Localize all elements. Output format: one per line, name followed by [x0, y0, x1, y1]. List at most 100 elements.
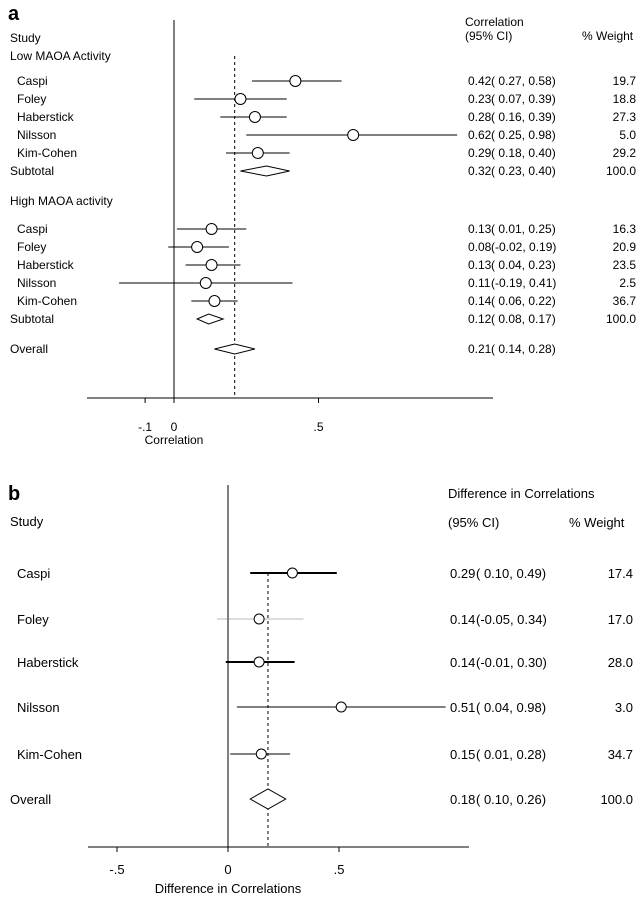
panel-a-weight-value: 100.0 [606, 312, 636, 326]
panel-a-study-label: Kim-Cohen [17, 146, 77, 160]
panel-b-study-header: Study [10, 514, 44, 529]
panel-a-estimate-value: 0.23 [468, 92, 492, 106]
panel-b-estimate-value: 0.29 [450, 566, 475, 581]
panel-a-weight-value: 18.8 [613, 92, 637, 106]
panel-a-subtotal-diamond [195, 313, 225, 325]
panel-b-ci-header: (95% CI) [448, 515, 499, 530]
panel-b-weight-value: 34.7 [608, 747, 633, 762]
panel-a-estimate-value: 0.13 [468, 222, 492, 236]
panel-a-point-marker [191, 241, 204, 253]
panel-a-study-label: Kim-Cohen [17, 294, 77, 308]
panel-a-estimate-value: 0.11 [468, 276, 491, 290]
panel-b-overall-label: Overall [10, 792, 51, 807]
panel-a-study-header: Study [10, 31, 41, 45]
panel-b-weight-value: 28.0 [608, 655, 633, 670]
panel-b-x-tick-label: -.5 [109, 862, 124, 877]
panel-b-estimate-value: 0.14 [450, 612, 475, 627]
panel-a-weight-value: 5.0 [619, 128, 636, 142]
panel-a-point-marker [234, 93, 247, 105]
panel-a-point-marker [251, 147, 264, 159]
panel-b-x-tick-label: .5 [334, 862, 345, 877]
panel-a-point-marker [248, 111, 261, 123]
panel-a-study-label: Foley [17, 240, 46, 254]
panel-b-ci-value: (-0.05, 0.34) [476, 612, 547, 627]
panel-a-point-marker [205, 259, 218, 271]
panel-b-weight-value: 100.0 [600, 792, 633, 807]
panel-b-point-marker [253, 613, 265, 625]
panel-a-ci-value: ( 0.23, 0.40) [491, 164, 556, 178]
panel-a-weight-value: 16.3 [613, 222, 637, 236]
panel-a-ci-header: (95% CI) [465, 29, 512, 43]
panel-a-study-label: Foley [17, 92, 46, 106]
panel-b-letter: b [8, 483, 20, 505]
panel-a-estimate-value: 0.21 [468, 342, 492, 356]
panel-a-point-marker [208, 295, 221, 307]
panel-a-subtotal-label: Subtotal [10, 164, 54, 178]
panel-b-point-marker [253, 656, 265, 668]
panel-a-ci-value: (-0.19, 0.41) [491, 276, 556, 290]
panel-a-point-marker [289, 75, 302, 87]
panel-b-weight-value: 3.0 [615, 700, 633, 715]
panel-a-point-marker [205, 223, 218, 235]
panel-b-ci-value: (-0.01, 0.30) [476, 655, 547, 670]
panel-b-point-marker [335, 701, 347, 713]
panel-a-weight-value: 27.3 [613, 110, 637, 124]
panel-a-subtotal-diamond [240, 165, 290, 177]
panel-a-weight-header: % Weight [582, 29, 634, 43]
panel-a-ci-value: ( 0.27, 0.58) [491, 74, 556, 88]
panel-b-ci-value: ( 0.01, 0.28) [476, 747, 546, 762]
panel-b-point-marker [286, 567, 298, 579]
panel-b-estimate-value: 0.15 [450, 747, 475, 762]
panel-b-study-label: Nilsson [17, 700, 60, 715]
panel-a-weight-value: 23.5 [613, 258, 637, 272]
panel-a-ci-value: ( 0.04, 0.23) [491, 258, 556, 272]
panel-a-ci-value: ( 0.14, 0.28) [491, 342, 556, 356]
panel-b-point-marker [255, 748, 267, 760]
panel-a-weight-value: 2.5 [619, 276, 636, 290]
panel-b-effect-header: Difference in Correlations [448, 486, 595, 501]
panel-b-estimate-value: 0.51 [450, 700, 475, 715]
panel-a-estimate-value: 0.62 [468, 128, 492, 142]
panel-a-ci-value: ( 0.18, 0.40) [491, 146, 556, 160]
panel-a-estimate-value: 0.28 [468, 110, 492, 124]
panel-a-weight-value: 36.7 [613, 294, 637, 308]
panel-b-weight-value: 17.4 [608, 566, 633, 581]
panel-a-overall-diamond [214, 343, 256, 355]
panel-a-weight-value: 20.9 [613, 240, 637, 254]
panel-a-point-marker [347, 129, 360, 141]
panel-a-group-label: High MAOA activity [10, 194, 113, 208]
panel-b-study-label: Foley [17, 612, 49, 627]
panel-b: b Study Difference in Correlations (95% CI)… [8, 483, 633, 896]
panel-a-ci-value: ( 0.07, 0.39) [491, 92, 556, 106]
panel-a-study-label: Nilsson [17, 128, 56, 142]
panel-a-ci-value: ( 0.25, 0.98) [491, 128, 556, 142]
panel-a-subtotal-label: Subtotal [10, 312, 54, 326]
panel-a-estimate-value: 0.29 [468, 146, 492, 160]
panel-b-ci-value: ( 0.10, 0.26) [476, 792, 546, 807]
panel-b-study-label: Kim-Cohen [17, 747, 82, 762]
panel-a-study-label: Caspi [17, 74, 48, 88]
panel-a-study-label: Nilsson [17, 276, 56, 290]
panel-b-estimate-value: 0.18 [450, 792, 475, 807]
panel-a-point-marker [199, 277, 212, 289]
panel-b-study-label: Haberstick [17, 655, 79, 670]
panel-a-weight-value: 29.2 [613, 146, 637, 160]
panel-a-estimate-value: 0.12 [468, 312, 492, 326]
panel-a-ci-value: ( 0.01, 0.25) [491, 222, 556, 236]
panel-a-study-label: Haberstick [17, 258, 75, 272]
panel-b-weight-value: 17.0 [608, 612, 633, 627]
panel-a-weight-value: 19.7 [613, 74, 637, 88]
panel-b-overall-diamond [249, 788, 287, 810]
panel-a-x-axis-title: Correlation [145, 433, 204, 447]
panel-b-x-tick-label: 0 [224, 862, 231, 877]
panel-a-estimate-value: 0.08 [468, 240, 492, 254]
panel-b-ci-value: ( 0.04, 0.98) [476, 700, 546, 715]
panel-a-ci-value: ( 0.08, 0.17) [491, 312, 556, 326]
panel-b-ci-value: ( 0.10, 0.49) [476, 566, 546, 581]
panel-a-study-label: Caspi [17, 222, 48, 236]
panel-b-weight-header: % Weight [569, 515, 625, 530]
panel-a-ci-value: ( 0.06, 0.22) [491, 294, 556, 308]
panel-a-estimate-value: 0.14 [468, 294, 492, 308]
